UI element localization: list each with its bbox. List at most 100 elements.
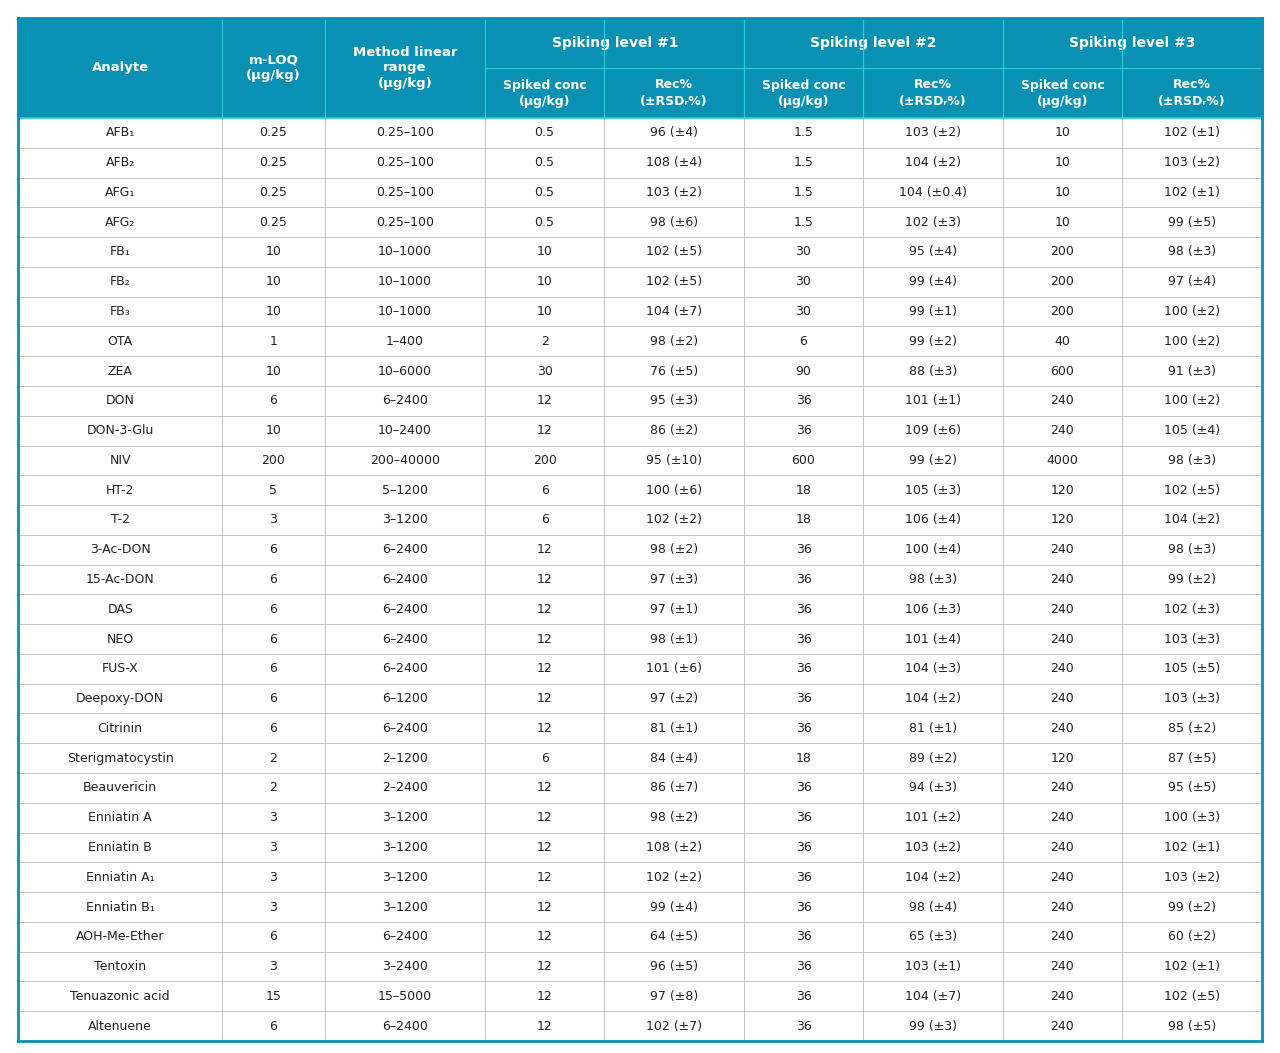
Text: FB₁: FB₁ xyxy=(110,245,131,258)
Bar xyxy=(485,178,604,207)
Text: AFB₂: AFB₂ xyxy=(105,156,134,170)
Text: 240: 240 xyxy=(1051,1019,1074,1033)
Text: 12: 12 xyxy=(536,871,553,883)
Bar xyxy=(18,743,223,773)
Bar xyxy=(325,862,485,892)
Text: 95 (±4): 95 (±4) xyxy=(909,245,957,258)
Bar xyxy=(863,862,1004,892)
Bar xyxy=(744,326,863,356)
Bar xyxy=(1121,445,1262,475)
Text: 102 (±2): 102 (±2) xyxy=(646,871,701,883)
Bar xyxy=(325,18,485,118)
Text: 15–5000: 15–5000 xyxy=(378,990,433,1002)
Bar xyxy=(863,505,1004,535)
Bar xyxy=(1004,326,1121,356)
Text: 103 (±2): 103 (±2) xyxy=(905,126,961,139)
Bar xyxy=(744,475,863,505)
Text: 12: 12 xyxy=(536,722,553,735)
Text: 102 (±7): 102 (±7) xyxy=(646,1019,703,1033)
Text: 95 (±5): 95 (±5) xyxy=(1167,781,1216,794)
Bar xyxy=(1121,118,1262,147)
Text: 200: 200 xyxy=(532,454,557,466)
Text: 98 (±2): 98 (±2) xyxy=(650,811,698,824)
Text: 6–2400: 6–2400 xyxy=(381,543,428,556)
Text: ZEA: ZEA xyxy=(108,364,133,378)
Bar xyxy=(325,683,485,714)
Text: 10–1000: 10–1000 xyxy=(378,245,431,258)
Bar xyxy=(1004,743,1121,773)
Bar xyxy=(485,297,604,326)
Bar xyxy=(744,773,863,802)
Bar xyxy=(1004,892,1121,922)
Bar xyxy=(18,535,223,564)
Bar xyxy=(604,981,744,1011)
Bar xyxy=(744,802,863,833)
Text: 10: 10 xyxy=(265,245,282,258)
Text: 6: 6 xyxy=(270,602,278,616)
Bar xyxy=(863,654,1004,683)
Text: 98 (±3): 98 (±3) xyxy=(1167,245,1216,258)
Text: 81 (±1): 81 (±1) xyxy=(650,722,698,735)
Bar xyxy=(863,147,1004,178)
Text: 6: 6 xyxy=(270,543,278,556)
Bar xyxy=(325,802,485,833)
Text: 106 (±3): 106 (±3) xyxy=(905,602,961,616)
Text: 30: 30 xyxy=(536,364,553,378)
Text: 6–2400: 6–2400 xyxy=(381,662,428,675)
Text: 96 (±5): 96 (±5) xyxy=(650,960,698,973)
Text: 10: 10 xyxy=(536,305,553,318)
Bar xyxy=(18,952,223,981)
Bar xyxy=(1121,714,1262,743)
Text: 106 (±4): 106 (±4) xyxy=(905,514,961,526)
Text: 104 (±7): 104 (±7) xyxy=(646,305,703,318)
Bar xyxy=(744,1011,863,1041)
Text: 10: 10 xyxy=(265,364,282,378)
Bar xyxy=(863,564,1004,594)
Text: 240: 240 xyxy=(1051,395,1074,408)
Bar xyxy=(223,445,325,475)
Bar xyxy=(485,743,604,773)
Text: 200: 200 xyxy=(1051,245,1074,258)
Bar xyxy=(325,207,485,237)
Text: 102 (±5): 102 (±5) xyxy=(646,275,703,289)
Bar xyxy=(604,445,744,475)
Bar xyxy=(1121,892,1262,922)
Text: 10: 10 xyxy=(265,305,282,318)
Bar xyxy=(1121,833,1262,862)
Bar xyxy=(485,862,604,892)
Bar xyxy=(604,683,744,714)
Text: 3: 3 xyxy=(270,871,278,883)
Bar xyxy=(18,445,223,475)
Text: 99 (±3): 99 (±3) xyxy=(909,1019,957,1033)
Text: Method linear
range
(μg/kg): Method linear range (μg/kg) xyxy=(353,45,457,91)
Text: 98 (±2): 98 (±2) xyxy=(650,335,698,347)
Bar xyxy=(325,416,485,445)
Bar xyxy=(1004,594,1121,624)
Text: 6–2400: 6–2400 xyxy=(381,602,428,616)
Bar xyxy=(1121,594,1262,624)
Text: 36: 36 xyxy=(796,841,812,854)
Bar xyxy=(223,802,325,833)
Text: 12: 12 xyxy=(536,990,553,1002)
Bar xyxy=(18,802,223,833)
Bar xyxy=(325,356,485,386)
Bar xyxy=(863,1011,1004,1041)
Text: 108 (±2): 108 (±2) xyxy=(646,841,703,854)
Text: 94 (±3): 94 (±3) xyxy=(909,781,957,794)
Text: DON: DON xyxy=(106,395,134,408)
Bar xyxy=(223,594,325,624)
Text: 12: 12 xyxy=(536,692,553,706)
Text: 102 (±5): 102 (±5) xyxy=(1164,483,1220,497)
Text: 97 (±2): 97 (±2) xyxy=(650,692,698,706)
Bar xyxy=(223,654,325,683)
Bar xyxy=(1004,505,1121,535)
Bar xyxy=(1121,802,1262,833)
Bar xyxy=(1004,981,1121,1011)
Text: 103 (±2): 103 (±2) xyxy=(905,841,961,854)
Text: 12: 12 xyxy=(536,930,553,943)
Bar xyxy=(604,475,744,505)
Text: 98 (±6): 98 (±6) xyxy=(650,216,698,229)
Bar xyxy=(18,892,223,922)
Bar xyxy=(1121,147,1262,178)
Text: 100 (±2): 100 (±2) xyxy=(1164,335,1220,347)
